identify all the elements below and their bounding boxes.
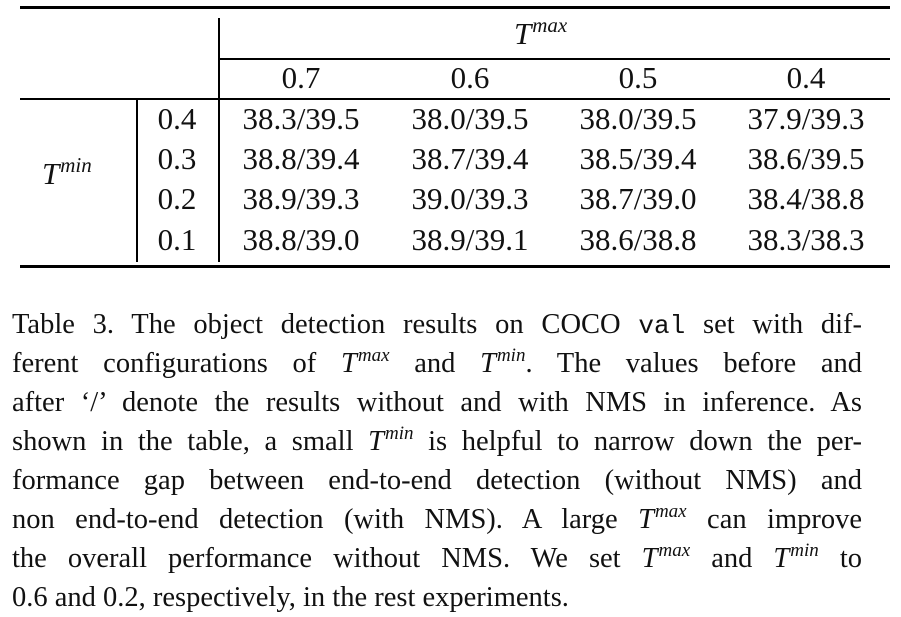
math-base: T [641,543,658,574]
table-cell: 38.4/38.8 [747,181,865,216]
caption-math: Tmin [368,423,414,457]
table-cell: 38.8/39.4 [242,141,360,176]
table-cell: 38.7/39.0 [579,181,697,216]
caption-code: val [638,311,686,341]
column-header: 0.6 [450,60,490,95]
row-label: 0.1 [157,222,197,257]
caption-line: ferent configurations of Tmax and Tmin. … [12,344,862,383]
column-group-superscript: max [532,13,568,37]
table-cell: 38.8/39.0 [242,222,360,257]
math-superscript: min [496,345,526,366]
caption-text: Table 3. The object detection results on… [12,309,639,340]
table-cell: 38.3/39.5 [242,101,360,136]
table-cell: 39.0/39.3 [411,181,529,216]
table-cell: 38.6/38.8 [579,222,697,257]
table-cell: 38.5/39.4 [579,141,697,176]
row-group-header: Tmin [42,155,92,191]
caption-line: non end-to-end detection (with NMS). A l… [12,500,862,539]
row-label: 0.4 [157,101,197,136]
math-base: T [368,426,384,457]
caption-math: Tmax [641,540,691,574]
caption-line: shown in the table, a small Tmin is help… [12,422,862,461]
table-cell: 38.9/39.1 [411,222,529,257]
results-table: Tmax Tmin 0.7 0.6 0.5 0.4 0.4 38.3/39.5 … [0,0,901,280]
caption-line: formance gap between end-to-end detectio… [12,461,862,500]
math-base: T [480,348,496,379]
math-superscript: max [357,345,390,366]
caption-math: Tmax [340,345,390,379]
column-header: 0.4 [786,60,826,95]
table-cell: 38.7/39.4 [411,141,529,176]
caption-text: set with dif- [685,309,862,340]
math-superscript: min [790,540,819,561]
column-group-underline [219,58,890,60]
caption-text: non end-to-end detection (with NMS). A l… [12,504,639,535]
caption-text: shown in the table, a small [12,426,369,457]
caption-line: Table 3. The object detection results on… [12,305,862,344]
caption-text: 0.6 and 0.2, respectively, in the rest e… [12,582,569,613]
math-superscript: max [654,501,687,522]
math-superscript: max [658,540,691,561]
caption-text: ferent configurations of [12,348,341,379]
caption-math: Tmin [480,345,526,379]
caption-text: the overall performance without NMS. We … [12,543,642,574]
math-base: T [340,348,357,379]
column-header: 0.5 [618,60,658,95]
table-caption: Table 3. The object detection results on… [12,305,862,617]
caption-line: the overall performance without NMS. We … [12,539,862,578]
column-header: 0.7 [281,60,321,95]
caption-line: 0.6 and 0.2, respectively, in the rest e… [12,578,862,617]
table-bottom-rule [20,265,890,268]
caption-text: and [690,543,774,574]
column-group-symbol: T [514,16,532,51]
caption-math: Tmin [773,540,819,574]
caption-text: after ‘/’ denote the results without and… [12,387,862,418]
table-cell: 38.6/39.5 [747,141,865,176]
math-base: T [773,543,790,574]
table-cell: 38.0/39.5 [411,101,529,136]
caption-line: after ‘/’ denote the results without and… [12,383,862,422]
table-cell: 38.0/39.5 [579,101,697,136]
caption-text: formance gap between end-to-end detectio… [12,465,862,496]
row-group-superscript: min [60,153,92,177]
data-vertical-line [218,18,220,262]
table-top-rule [20,6,890,9]
math-base: T [638,504,654,535]
caption-text: to [818,543,862,574]
caption-text: can improve [686,504,862,535]
table-cell: 38.3/38.3 [747,222,865,257]
caption-text: . The values before and [525,348,862,379]
row-label: 0.2 [157,181,197,216]
column-group-header: Tmax [514,15,567,51]
header-separator-rule [20,98,890,100]
caption-text: and [389,348,481,379]
row-label: 0.3 [157,141,197,176]
table-cell: 38.9/39.3 [242,181,360,216]
caption-text: is helpful to narrow down the per- [413,426,862,457]
row-group-symbol: T [42,156,60,191]
math-superscript: min [384,423,414,444]
caption-math: Tmax [638,501,687,535]
table-cell: 37.9/39.3 [747,101,865,136]
row-label-vertical-line [136,99,138,262]
